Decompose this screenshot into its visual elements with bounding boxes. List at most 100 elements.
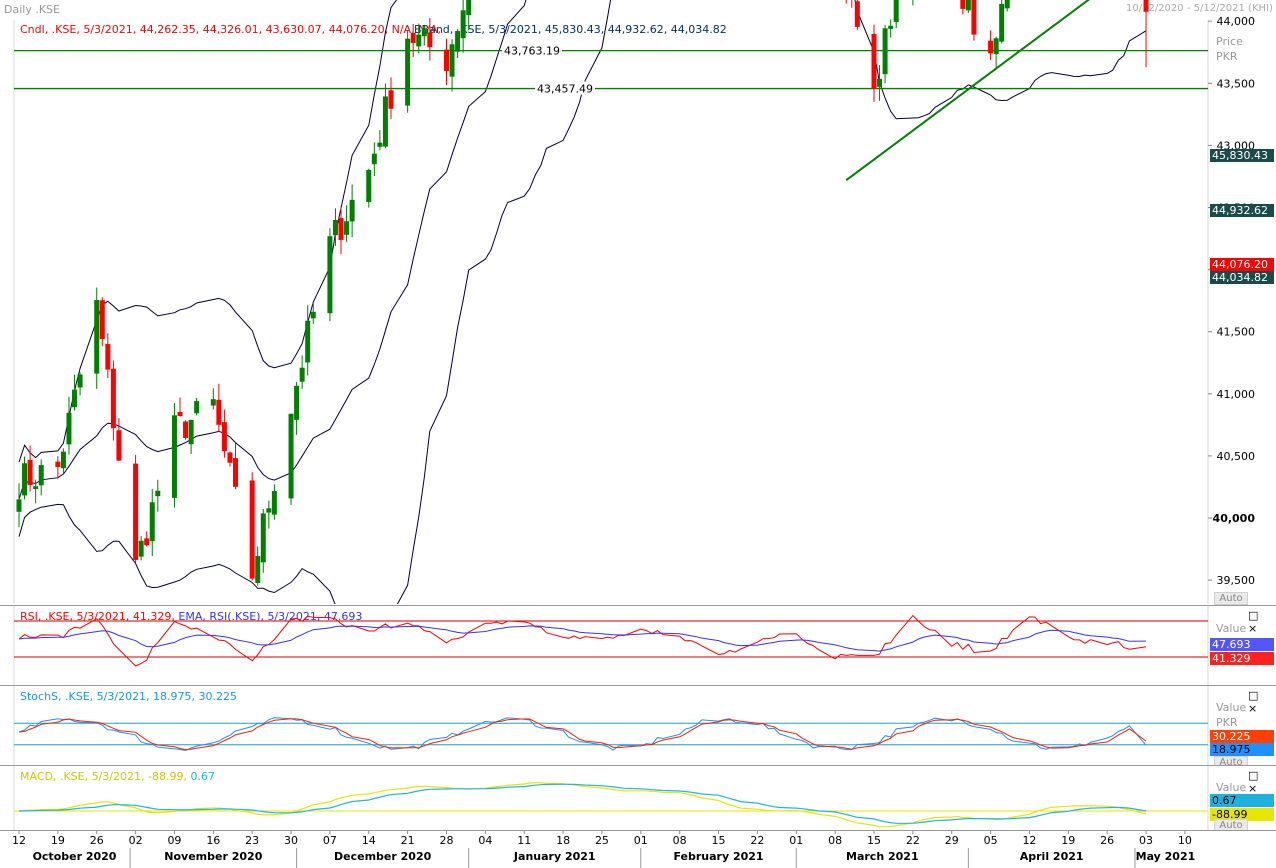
x-day-label: 25 [595,834,609,847]
price-tick-label: 39,500 [1217,574,1256,587]
candle-body [16,499,22,512]
candle-body [116,430,122,461]
candle-body [377,142,383,147]
candle-body [332,220,338,236]
candle-body [144,538,150,546]
candle-body [188,419,194,445]
macd-panel[interactable]: MACD, .KSE, 5/3/2021, -88.99, 0.67 □ × V… [0,765,1276,832]
rsi-panel[interactable]: RSI, .KSE, 5/3/2021, 41.329, EMA, RSI(.K… [0,605,1276,685]
candle-body [871,34,877,89]
x-day-label: 16 [206,834,220,847]
macd-signal-line [18,783,1147,824]
macd-value-tag: -88.99 [1210,808,1274,821]
x-day-label: 29 [945,834,959,847]
candle-body [255,556,261,583]
candle-body [310,311,316,319]
price-auto-button[interactable]: Auto [1214,592,1248,605]
rsi-chart [13,606,1209,685]
candle-body [210,399,216,406]
x-day-label: 04 [478,834,492,847]
x-day-label: 28 [439,834,453,847]
x-day-label: 26 [1100,834,1114,847]
level-label: 43,457.49 [537,83,593,96]
candle-body [410,33,416,43]
x-day-label: 03 [1139,834,1153,847]
stoch-slow-tag: 30.225 [1210,730,1274,743]
x-day-label: 11 [517,834,531,847]
candle-body [854,1,860,27]
upper-band-tag: 45,830.43 [1210,149,1274,162]
candle-body [1004,0,1010,9]
x-day-label: 05 [984,834,998,847]
price-axis: 47,00046,50046,00045,50045,00044,50044,0… [1208,15,1256,587]
candle-body [999,3,1005,42]
macd-line [18,782,1147,828]
candle-body [216,399,222,425]
rsi-value-tag: 41.329 [1210,652,1274,665]
price-tick-label: 40,500 [1217,450,1256,463]
candle-body [99,300,105,340]
candle-body [27,459,33,486]
macd-panel-controls[interactable]: □ × [1248,769,1261,795]
x-axis: 12 19 26 02 09 16 23 30 07 14 21 28 04 11 18 25 01 08 15 22… [0,830,1276,868]
candle-body [960,0,966,9]
rsi-legend: RSI, .KSE, 5/3/2021, 41.329, EMA, RSI(.K… [20,610,362,623]
bband-middle [18,0,527,500]
candle-body [22,463,28,496]
price-chart[interactable]: 47,00046,50046,00045,50045,00044,50044,0… [0,0,1276,604]
x-month-label: March 2021 [846,850,919,863]
stoch-panel-controls[interactable]: □ × [1248,689,1261,715]
level-label: 43,763.19 [504,45,560,58]
x-day-label: 23 [245,834,259,847]
stoch-fast-tag: 18.975 [1210,743,1274,756]
x-axis-svg: 12 19 26 02 09 16 23 30 07 14 21 28 04 11 18 25 01 08 15 22… [12,831,1196,868]
lower-band-tag: 44,034.82 [1210,271,1274,284]
candle-body [416,34,422,47]
candle-body [455,31,461,52]
bband-lower [18,0,1147,604]
candle-body [388,90,394,109]
x-day-label: 07 [323,834,337,847]
candle-body [382,96,388,147]
candle-body [344,221,350,235]
candle-body [993,38,999,55]
candle-body [449,44,455,77]
rsi-legend-main: RSI, .KSE, 5/3/2021, 41.329, [20,610,175,623]
candle-body [155,490,161,497]
candle-body [288,413,294,499]
x-day-label: 14 [362,834,376,847]
rsi-panel-controls[interactable]: □ × [1248,609,1261,635]
candle-body [366,169,372,203]
candle-body [72,389,78,408]
bollinger-bands [18,0,1147,604]
candle-body [294,385,300,420]
x-month-label: May 2021 [1136,850,1196,863]
candle-body [183,421,189,439]
stoch-k-line [18,717,1147,752]
candle-body [221,422,227,452]
candle-body [66,412,72,445]
x-day-label: 01 [634,834,648,847]
price-axis-title: Price [1216,35,1243,48]
macd-legend-main: MACD, .KSE, 5/3/2021, -88.99, [20,770,187,783]
candle-body [877,78,883,87]
candle-body [177,411,183,417]
mid-band-tag: 44,932.62 [1210,204,1274,217]
x-month-label: December 2020 [334,850,432,863]
candle-body [271,491,277,515]
candle-body [149,502,155,542]
candle-body [965,0,971,11]
stoch-panel[interactable]: StochS, .KSE, 5/3/2021, 18.975, 30.225 □… [0,685,1276,769]
candle-body [260,513,266,563]
price-panel[interactable]: Daily .KSE 10/12/2020 - 5/12/2021 (KHI) … [0,0,1276,605]
level-label-bg [535,81,595,95]
stoch-axis-unit: PKR [1216,716,1238,729]
candle-body [882,28,888,75]
candles [16,0,1149,586]
stoch-chart [13,686,1209,765]
candle-body [60,451,66,469]
candle-body [233,458,239,487]
candle-body [349,199,355,222]
candle-body [33,486,39,489]
candle-body [405,38,411,106]
